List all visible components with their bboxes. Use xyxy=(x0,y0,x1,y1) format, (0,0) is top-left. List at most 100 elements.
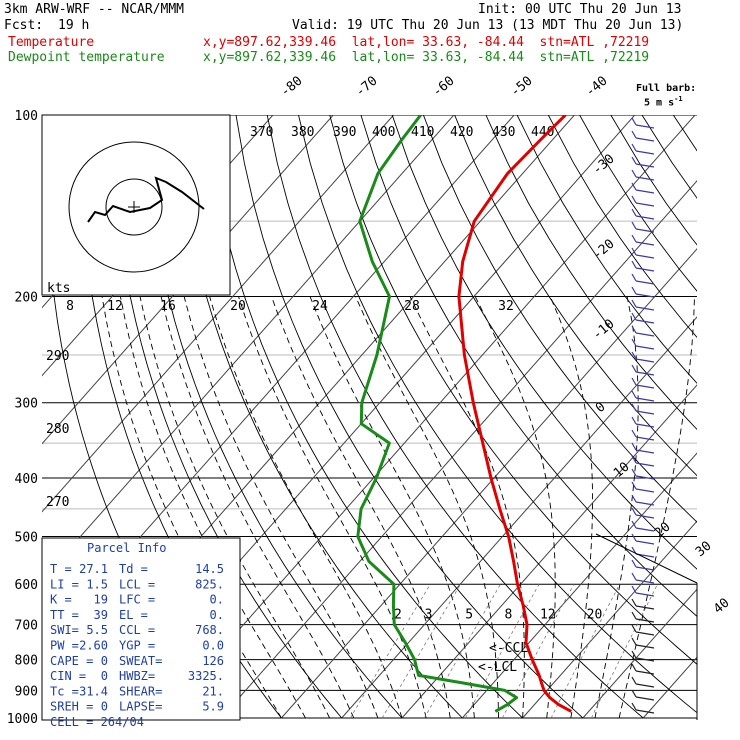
wind-barb xyxy=(635,631,655,636)
mixing-ratio-labels: 2 3 5 8 12 20 xyxy=(394,608,602,623)
dry-adiabat xyxy=(579,115,697,292)
parcel-value: 5.5 xyxy=(86,623,108,637)
parcel-value: 21. xyxy=(202,684,224,698)
wind-barb xyxy=(635,475,655,480)
wind-barb-flag xyxy=(631,351,637,360)
mixing-ratio-label: 8 xyxy=(505,608,513,623)
isotherm--100 xyxy=(42,115,334,445)
isotherm--80 xyxy=(42,115,455,581)
hodo-speed-label: 28 xyxy=(404,299,420,314)
wind-barb-flag xyxy=(631,533,637,542)
wind-barb xyxy=(635,501,655,506)
isotherm--90 xyxy=(42,115,394,513)
parcel-title: Parcel Info xyxy=(87,541,166,555)
wind-barb xyxy=(635,488,655,493)
isotherm-40 xyxy=(642,656,697,719)
parcel-value: 126 xyxy=(202,654,224,668)
pressure-label-400: 400 xyxy=(15,472,38,487)
wind-barb-flag xyxy=(631,325,637,334)
parcel-label: Td = xyxy=(119,562,148,576)
dry-adiabat xyxy=(204,115,523,719)
dry-adiabat xyxy=(141,115,403,719)
wind-barb-flag xyxy=(631,624,637,633)
wind-barb xyxy=(635,293,655,298)
hodo-speed-label: 8 xyxy=(66,299,74,314)
dry-adiabat xyxy=(705,115,740,718)
theta-labels: 370 380 390 400 410 420 430 440 290 280 270 xyxy=(46,125,554,510)
moist-adiabat xyxy=(183,296,379,719)
theta-label: 400 xyxy=(372,125,395,140)
init-time: Init: 00 UTC Thu 20 Jun 13 xyxy=(478,2,682,17)
dry-adiabat xyxy=(329,115,697,665)
wind-barb-flag xyxy=(631,676,637,685)
theta-label: 410 xyxy=(411,125,434,140)
barb-legend-title: Full barb: xyxy=(636,83,697,94)
wind-barb xyxy=(635,345,655,350)
barb-legend-units: 5 m s-1 xyxy=(644,95,683,109)
wind-barb xyxy=(635,228,655,233)
wind-barb xyxy=(635,579,655,584)
dry-adiabat xyxy=(391,115,697,570)
wind-barb-flag xyxy=(631,286,637,295)
wind-barb-flag xyxy=(631,650,637,659)
isotherm-label: -40 xyxy=(583,73,611,100)
pressure-label-1000: 1000 xyxy=(7,712,38,727)
dry-adiabat xyxy=(641,115,697,199)
moist-adiabat xyxy=(474,296,556,719)
theta-label: 390 xyxy=(333,125,356,140)
wind-barb-flag xyxy=(631,299,637,308)
wind-barb xyxy=(635,176,655,181)
lcl-annotation: <-LCL xyxy=(478,660,517,675)
dry-adiabat xyxy=(422,115,697,523)
moist-adiabat xyxy=(209,296,403,719)
pressure-label-200: 200 xyxy=(15,291,38,306)
parcel-label: TT = xyxy=(50,608,79,622)
wind-barb xyxy=(635,514,655,519)
parcel-value: 27.1 xyxy=(79,562,108,576)
valid-time: Valid: 19 UTC Thu 20 Jun 13 (13 MDT Thu … xyxy=(292,18,684,33)
wind-barb xyxy=(635,306,655,311)
wind-barb-flag xyxy=(631,559,637,568)
forecast-hour: 19 h xyxy=(58,18,90,33)
parcel-value: 0. xyxy=(210,593,224,607)
wind-barb xyxy=(635,124,655,129)
parcel-label: LFC = xyxy=(119,593,155,607)
isotherm-20 xyxy=(522,520,697,719)
parcel-value: 5.9 xyxy=(202,700,224,714)
wind-barb-flag xyxy=(631,338,637,347)
wind-barb-flag xyxy=(631,702,637,711)
dry-adiabat xyxy=(516,115,697,384)
wind-barb-flag xyxy=(631,455,637,464)
isotherm-label: -80 xyxy=(278,73,306,100)
wind-barb xyxy=(635,202,655,207)
hodo-speed-label: 20 xyxy=(230,299,246,314)
pressure-axis: 100 200 300 400 500 600 700 800 900 1000 xyxy=(7,109,38,727)
wind-barb-flag xyxy=(631,520,637,529)
wind-barb xyxy=(635,644,655,649)
wind-barb xyxy=(635,436,655,441)
mixing-ratio-line xyxy=(349,583,431,719)
mixing-ratio-line xyxy=(591,584,658,719)
parcel-value: 3325. xyxy=(188,669,224,683)
wind-barb-flag xyxy=(631,182,637,191)
level-annotations: <-CCL <-LCL xyxy=(478,641,528,675)
wind-barb xyxy=(635,371,655,376)
parcel-value: 0 xyxy=(101,669,108,683)
wind-barb-flag xyxy=(631,156,637,165)
parcel-value: 0.0 xyxy=(202,639,224,653)
isotherm-30 xyxy=(582,588,697,719)
legend-temperature-label: Temperature xyxy=(8,35,95,50)
parcel-label: SHEAR= xyxy=(119,684,162,698)
parcel-value: 0. xyxy=(210,608,224,622)
pressure-label-700: 700 xyxy=(15,619,38,634)
wind-barb-flag xyxy=(631,494,637,503)
wind-barb-flag xyxy=(631,507,637,516)
moist-adiabat xyxy=(549,296,594,719)
moist-adiabat xyxy=(160,296,355,719)
wind-barb xyxy=(635,696,655,701)
wind-barb xyxy=(635,280,655,285)
moist-adiabat xyxy=(271,296,451,719)
wind-barb-flag xyxy=(631,468,637,477)
pressure-label-100: 100 xyxy=(15,109,38,124)
isotherm--10 xyxy=(341,316,697,719)
